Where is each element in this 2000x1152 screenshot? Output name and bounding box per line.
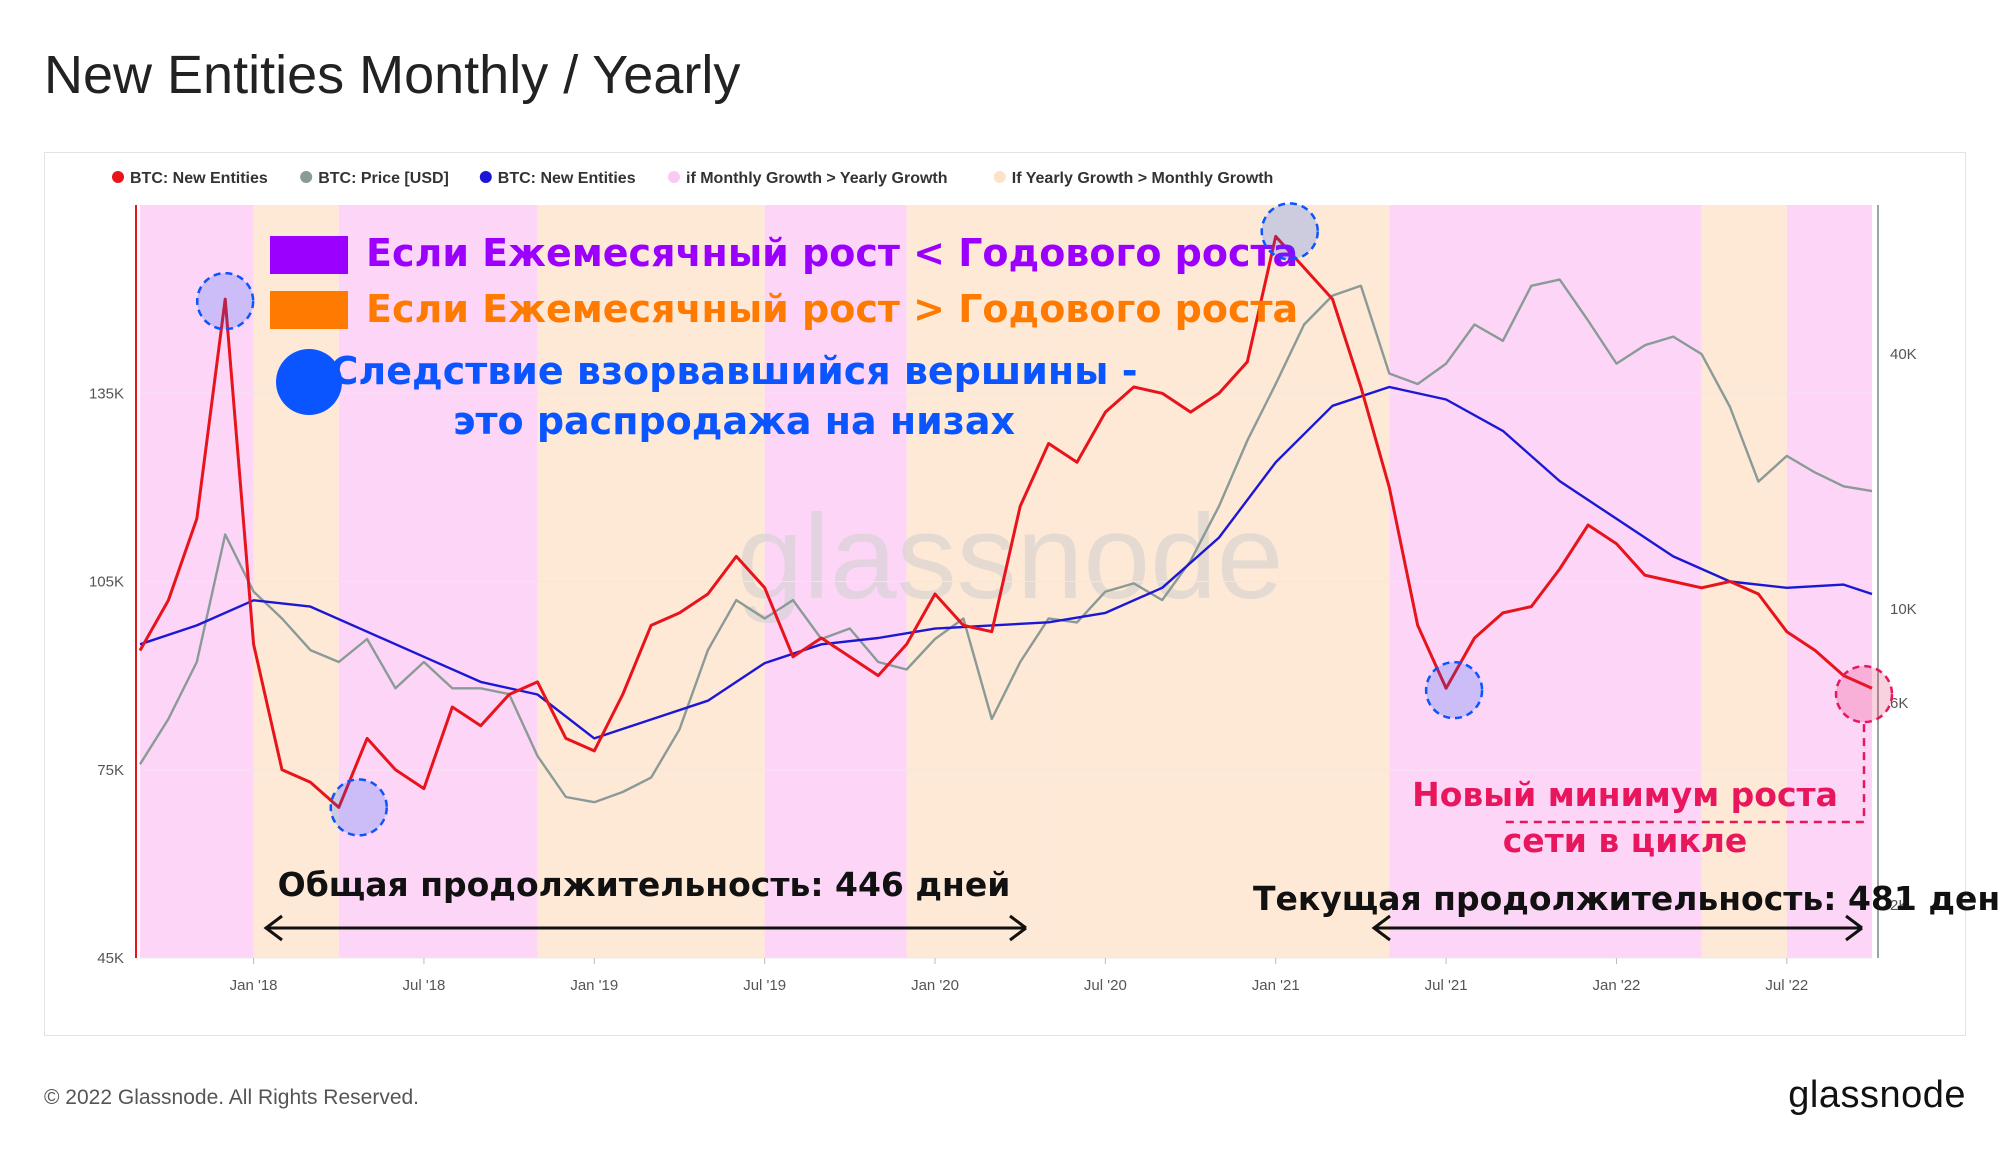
legend-swatch-4: [993, 171, 1006, 183]
x-tick-label: Jan '22: [1593, 977, 1641, 994]
legend-swatch-3: [668, 171, 680, 183]
y-left-tick: 75K: [97, 762, 124, 779]
y-left-tick: 135K: [89, 385, 124, 402]
x-tick-label: Jan '18: [230, 977, 278, 994]
annotation-line3a: Следствие взорвавшийся вершины -: [331, 349, 1138, 393]
x-tick-label: Jan '20: [911, 977, 959, 994]
series-line-1: [138, 278, 1873, 804]
chart-panel: [44, 152, 1966, 1036]
axis-ticks: 45K 75K 105K 135K 2K 6K 10K 40K Jan '18 Jul '18 Ja…: [89, 346, 1917, 994]
legend-label-2: BTC: New Entities: [498, 170, 636, 187]
x-tick-label: Jul '20: [1084, 977, 1127, 994]
glassnode-logo: glassnode: [1788, 1074, 1966, 1116]
x-tick-label: Jul '18: [402, 977, 445, 994]
right-duration-arrow-head-right: [1845, 914, 1863, 942]
low-circle-2018: [329, 778, 389, 837]
blue-dot: [276, 349, 342, 415]
x-tick-label: Jul '19: [743, 977, 786, 994]
right-duration-label: Текущая продолжительность: 481 день: [1253, 879, 2000, 918]
page-title: New Entities Monthly / Yearly: [44, 45, 741, 105]
annotation-line1: Если Ежемесячный рост < Годового роста: [366, 231, 1298, 275]
orange-swatch: [270, 291, 348, 329]
y-right-tick: 2K: [1890, 897, 1908, 914]
legend-label-1: BTC: Price [USD]: [318, 170, 449, 187]
y-left-tick: 105K: [89, 574, 124, 591]
purple-swatch: [270, 236, 348, 274]
x-tick-label: Jan '19: [570, 977, 618, 994]
right-duration-arrow-head-left: [1371, 914, 1391, 942]
low-circle-2022: [1834, 664, 1894, 724]
x-tick-label: Jul '22: [1765, 977, 1808, 994]
legend-swatch-1: [300, 171, 313, 183]
y-left-tick: 45K: [97, 950, 124, 967]
series-line-0: [138, 234, 1873, 809]
series-line-2: [139, 385, 1873, 740]
annotation-line2: Если Ежемесячный рост > Годового роста: [366, 287, 1298, 331]
low-circle-2021: [1424, 660, 1484, 720]
gridlines: [140, 392, 1872, 959]
legend-swatch-2: [479, 171, 492, 183]
y-right-tick: 10K: [1890, 601, 1917, 618]
peak-circle-2021: [1260, 202, 1319, 261]
left-duration-arrow-head-right: [1009, 914, 1027, 942]
copyright-text: © 2022 Glassnode. All Rights Reserved.: [44, 1086, 420, 1109]
legend-label-4: If Yearly Growth > Monthly Growth: [1012, 170, 1274, 187]
new-low-line2: сети в цикле: [1503, 821, 1748, 860]
x-tick-label: Jan '21: [1252, 977, 1300, 994]
new-low-line1: Новый минимум роста: [1412, 775, 1838, 814]
left-duration-arrow-head-left: [263, 914, 283, 942]
legend-label-0: BTC: New Entities: [130, 170, 268, 187]
annotations: Если Ежемесячный рост < Годового роста Ес…: [195, 202, 2000, 942]
y-right-tick: 40K: [1890, 346, 1917, 363]
series-lines: [138, 234, 1873, 809]
y-right-tick: 6K: [1890, 695, 1908, 712]
legend: BTC: New Entities BTC: Price [USD] BTC: Ne…: [112, 170, 1273, 187]
x-tick-label: Jul '21: [1425, 977, 1468, 994]
legend-swatch-0: [112, 171, 124, 183]
left-duration-label: Общая продолжительность: 446 дней: [278, 865, 1011, 904]
peak-circle-2017: [195, 271, 255, 331]
legend-label-3: if Monthly Growth > Yearly Growth: [686, 170, 948, 187]
annotation-line3b: это распродажа на низах: [453, 399, 1015, 443]
new-low-connector: [1504, 724, 1866, 824]
